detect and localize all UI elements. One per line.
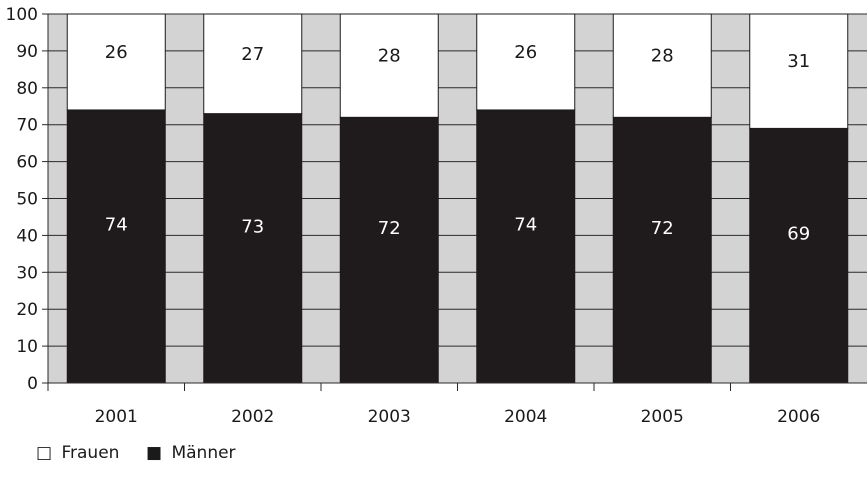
axes: 0 10 20 30 40 50 60 70 80 90 100 2001 2002 2003 2004 20… bbox=[6, 5, 867, 427]
y-tick-label-20: 20 bbox=[16, 300, 38, 320]
data-label-maenner-2003: 72 bbox=[378, 218, 401, 239]
data-label-maenner-2005: 72 bbox=[651, 218, 674, 239]
legend-symbol-frauen: □ bbox=[36, 443, 52, 463]
data-label-maenner-2002: 73 bbox=[241, 216, 264, 237]
bar-maenner-2006 bbox=[749, 127, 849, 384]
data-label-frauen-2001: 26 bbox=[105, 42, 128, 63]
data-label-maenner-2004: 74 bbox=[514, 214, 537, 235]
legend-label-frauen: Frauen bbox=[61, 443, 119, 463]
x-tick-label-2002: 2002 bbox=[231, 407, 274, 427]
y-tick-label-100: 100 bbox=[6, 5, 38, 25]
bar-frauen-2003 bbox=[339, 13, 439, 118]
y-tick-label-80: 80 bbox=[16, 79, 38, 99]
x-tick-label-2003: 2003 bbox=[368, 407, 411, 427]
legend: □ Frauen ■ Männer bbox=[36, 443, 236, 463]
data-label-frauen-2003: 28 bbox=[378, 46, 401, 67]
legend-item-maenner: ■ Männer bbox=[146, 443, 236, 463]
y-tick-label-40: 40 bbox=[16, 226, 38, 246]
legend-item-frauen: □ Frauen bbox=[36, 443, 119, 463]
gridlines bbox=[48, 13, 867, 384]
x-tick-label-2004: 2004 bbox=[504, 407, 547, 427]
legend-symbol-maenner: ■ bbox=[146, 443, 162, 463]
bar-frauen-2005 bbox=[612, 13, 712, 118]
data-label-frauen-2002: 27 bbox=[241, 44, 264, 65]
data-label-frauen-2004: 26 bbox=[514, 42, 537, 63]
bar-frauen-2002 bbox=[203, 13, 303, 115]
bar-frauen-2001 bbox=[66, 13, 166, 111]
y-tick-label-50: 50 bbox=[16, 190, 38, 210]
y-tick-label-70: 70 bbox=[16, 116, 38, 136]
legend-label-maenner: Männer bbox=[171, 443, 235, 463]
y-tick-label-60: 60 bbox=[16, 153, 38, 173]
data-label-maenner-2001: 74 bbox=[105, 214, 128, 235]
data-label-maenner-2006: 69 bbox=[787, 224, 810, 245]
x-tick-label-2005: 2005 bbox=[641, 407, 684, 427]
y-tick-label-90: 90 bbox=[16, 42, 38, 62]
bar-maenner-2004 bbox=[476, 109, 576, 384]
data-label-frauen-2006: 31 bbox=[787, 51, 810, 72]
bar-maenner-2005 bbox=[612, 116, 712, 384]
bar-maenner-2002 bbox=[203, 113, 303, 384]
x-tick-label-2006: 2006 bbox=[777, 407, 820, 427]
y-tick-label-30: 30 bbox=[16, 263, 38, 283]
y-tick-label-10: 10 bbox=[16, 337, 38, 357]
x-tick-label-2001: 2001 bbox=[95, 407, 138, 427]
bar-maenner-2001 bbox=[66, 109, 166, 384]
data-label-frauen-2005: 28 bbox=[651, 46, 674, 67]
bar-frauen-2006 bbox=[749, 13, 849, 129]
bar-frauen-2004 bbox=[476, 13, 576, 111]
y-tick-label-0: 0 bbox=[27, 374, 38, 394]
bar-maenner-2003 bbox=[339, 116, 439, 384]
bars: 74 26 73 27 72 28 74 26 72 28 69 31 bbox=[66, 13, 849, 384]
